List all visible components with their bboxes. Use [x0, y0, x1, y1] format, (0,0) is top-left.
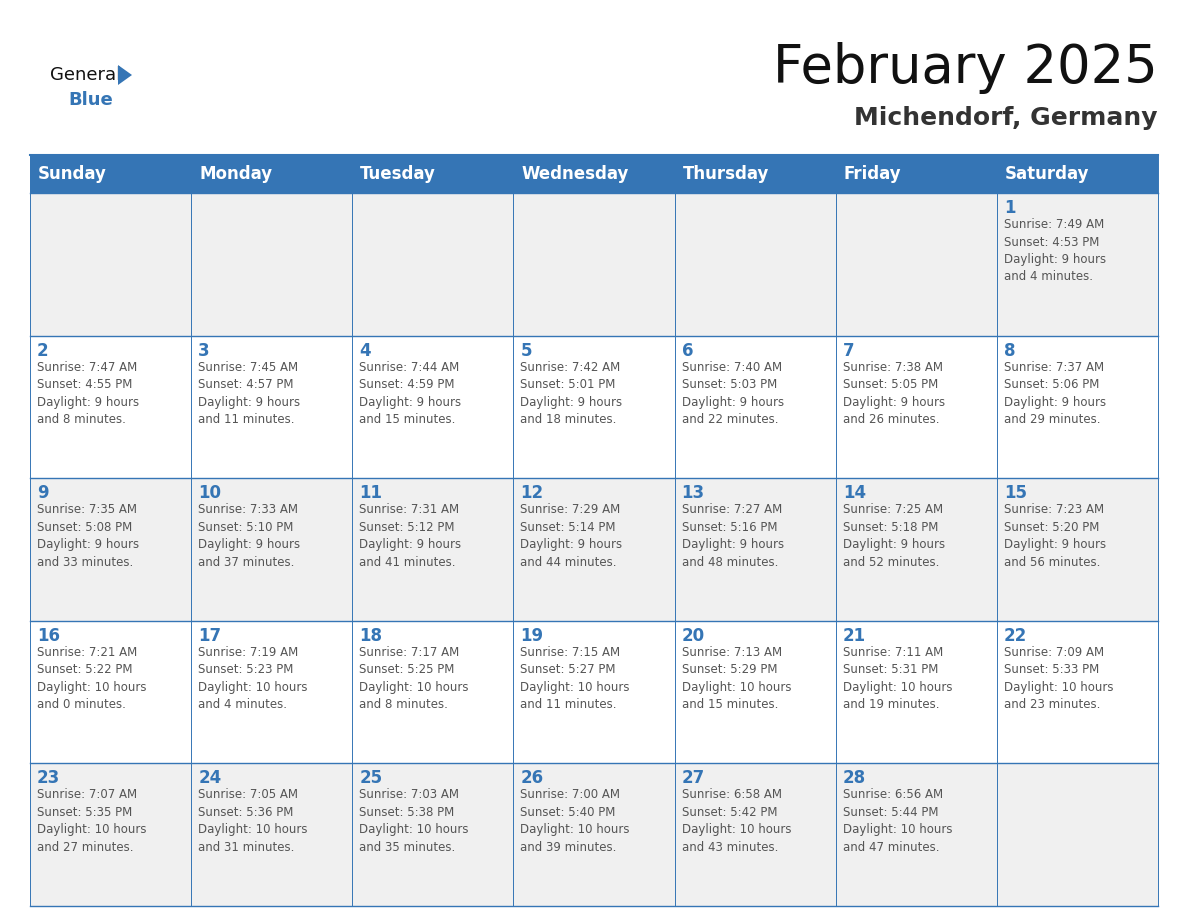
- Text: 19: 19: [520, 627, 544, 644]
- Bar: [30, 193, 1158, 336]
- Text: Sunrise: 7:31 AM
Sunset: 5:12 PM
Daylight: 9 hours
and 41 minutes.: Sunrise: 7:31 AM Sunset: 5:12 PM Dayligh…: [359, 503, 461, 568]
- Text: Saturday: Saturday: [1005, 165, 1089, 183]
- Bar: [30, 155, 1158, 193]
- Text: Sunday: Sunday: [38, 165, 107, 183]
- Text: General: General: [50, 66, 121, 84]
- Text: 7: 7: [842, 341, 854, 360]
- Text: Sunrise: 7:49 AM
Sunset: 4:53 PM
Daylight: 9 hours
and 4 minutes.: Sunrise: 7:49 AM Sunset: 4:53 PM Dayligh…: [1004, 218, 1106, 284]
- Text: Thursday: Thursday: [683, 165, 769, 183]
- Text: 10: 10: [198, 484, 221, 502]
- Text: 2: 2: [37, 341, 49, 360]
- Polygon shape: [118, 65, 132, 85]
- Text: Sunrise: 7:47 AM
Sunset: 4:55 PM
Daylight: 9 hours
and 8 minutes.: Sunrise: 7:47 AM Sunset: 4:55 PM Dayligh…: [37, 361, 139, 426]
- Text: 4: 4: [359, 341, 371, 360]
- Text: Sunrise: 7:35 AM
Sunset: 5:08 PM
Daylight: 9 hours
and 33 minutes.: Sunrise: 7:35 AM Sunset: 5:08 PM Dayligh…: [37, 503, 139, 568]
- Text: Sunrise: 7:19 AM
Sunset: 5:23 PM
Daylight: 10 hours
and 4 minutes.: Sunrise: 7:19 AM Sunset: 5:23 PM Dayligh…: [198, 645, 308, 711]
- Text: Sunrise: 6:58 AM
Sunset: 5:42 PM
Daylight: 10 hours
and 43 minutes.: Sunrise: 6:58 AM Sunset: 5:42 PM Dayligh…: [682, 789, 791, 854]
- Text: 16: 16: [37, 627, 61, 644]
- Text: Sunrise: 7:23 AM
Sunset: 5:20 PM
Daylight: 9 hours
and 56 minutes.: Sunrise: 7:23 AM Sunset: 5:20 PM Dayligh…: [1004, 503, 1106, 568]
- Text: Sunrise: 7:40 AM
Sunset: 5:03 PM
Daylight: 9 hours
and 22 minutes.: Sunrise: 7:40 AM Sunset: 5:03 PM Dayligh…: [682, 361, 784, 426]
- Text: Sunrise: 7:29 AM
Sunset: 5:14 PM
Daylight: 9 hours
and 44 minutes.: Sunrise: 7:29 AM Sunset: 5:14 PM Dayligh…: [520, 503, 623, 568]
- Text: Michendorf, Germany: Michendorf, Germany: [854, 106, 1158, 130]
- Text: Wednesday: Wednesday: [522, 165, 628, 183]
- Text: 28: 28: [842, 769, 866, 788]
- Text: 27: 27: [682, 769, 704, 788]
- Text: Sunrise: 7:44 AM
Sunset: 4:59 PM
Daylight: 9 hours
and 15 minutes.: Sunrise: 7:44 AM Sunset: 4:59 PM Dayligh…: [359, 361, 461, 426]
- Text: Sunrise: 7:05 AM
Sunset: 5:36 PM
Daylight: 10 hours
and 31 minutes.: Sunrise: 7:05 AM Sunset: 5:36 PM Dayligh…: [198, 789, 308, 854]
- Text: Blue: Blue: [68, 91, 113, 109]
- Bar: [30, 621, 1158, 764]
- Text: 25: 25: [359, 769, 383, 788]
- Text: 3: 3: [198, 341, 210, 360]
- Bar: [30, 478, 1158, 621]
- Text: Sunrise: 7:21 AM
Sunset: 5:22 PM
Daylight: 10 hours
and 0 minutes.: Sunrise: 7:21 AM Sunset: 5:22 PM Dayligh…: [37, 645, 146, 711]
- Text: Sunrise: 7:03 AM
Sunset: 5:38 PM
Daylight: 10 hours
and 35 minutes.: Sunrise: 7:03 AM Sunset: 5:38 PM Dayligh…: [359, 789, 469, 854]
- Bar: [30, 336, 1158, 478]
- Text: 13: 13: [682, 484, 704, 502]
- Text: Sunrise: 7:13 AM
Sunset: 5:29 PM
Daylight: 10 hours
and 15 minutes.: Sunrise: 7:13 AM Sunset: 5:29 PM Dayligh…: [682, 645, 791, 711]
- Text: 21: 21: [842, 627, 866, 644]
- Text: 26: 26: [520, 769, 544, 788]
- Text: 12: 12: [520, 484, 544, 502]
- Text: Tuesday: Tuesday: [360, 165, 436, 183]
- Text: 18: 18: [359, 627, 383, 644]
- Text: Sunrise: 7:09 AM
Sunset: 5:33 PM
Daylight: 10 hours
and 23 minutes.: Sunrise: 7:09 AM Sunset: 5:33 PM Dayligh…: [1004, 645, 1113, 711]
- Text: 5: 5: [520, 341, 532, 360]
- Text: 1: 1: [1004, 199, 1016, 217]
- Text: Sunrise: 7:45 AM
Sunset: 4:57 PM
Daylight: 9 hours
and 11 minutes.: Sunrise: 7:45 AM Sunset: 4:57 PM Dayligh…: [198, 361, 301, 426]
- Text: Sunrise: 7:38 AM
Sunset: 5:05 PM
Daylight: 9 hours
and 26 minutes.: Sunrise: 7:38 AM Sunset: 5:05 PM Dayligh…: [842, 361, 944, 426]
- Text: Sunrise: 7:17 AM
Sunset: 5:25 PM
Daylight: 10 hours
and 8 minutes.: Sunrise: 7:17 AM Sunset: 5:25 PM Dayligh…: [359, 645, 469, 711]
- Text: Sunrise: 7:00 AM
Sunset: 5:40 PM
Daylight: 10 hours
and 39 minutes.: Sunrise: 7:00 AM Sunset: 5:40 PM Dayligh…: [520, 789, 630, 854]
- Text: 23: 23: [37, 769, 61, 788]
- Text: Sunrise: 7:37 AM
Sunset: 5:06 PM
Daylight: 9 hours
and 29 minutes.: Sunrise: 7:37 AM Sunset: 5:06 PM Dayligh…: [1004, 361, 1106, 426]
- Text: 8: 8: [1004, 341, 1016, 360]
- Text: 11: 11: [359, 484, 383, 502]
- Text: Sunrise: 7:11 AM
Sunset: 5:31 PM
Daylight: 10 hours
and 19 minutes.: Sunrise: 7:11 AM Sunset: 5:31 PM Dayligh…: [842, 645, 953, 711]
- Text: Monday: Monday: [200, 165, 272, 183]
- Text: 17: 17: [198, 627, 221, 644]
- Text: Sunrise: 7:27 AM
Sunset: 5:16 PM
Daylight: 9 hours
and 48 minutes.: Sunrise: 7:27 AM Sunset: 5:16 PM Dayligh…: [682, 503, 784, 568]
- Text: 22: 22: [1004, 627, 1028, 644]
- Text: 24: 24: [198, 769, 221, 788]
- Text: 14: 14: [842, 484, 866, 502]
- Text: February 2025: February 2025: [773, 42, 1158, 94]
- Text: 20: 20: [682, 627, 704, 644]
- Text: Sunrise: 7:15 AM
Sunset: 5:27 PM
Daylight: 10 hours
and 11 minutes.: Sunrise: 7:15 AM Sunset: 5:27 PM Dayligh…: [520, 645, 630, 711]
- Text: Sunrise: 6:56 AM
Sunset: 5:44 PM
Daylight: 10 hours
and 47 minutes.: Sunrise: 6:56 AM Sunset: 5:44 PM Dayligh…: [842, 789, 953, 854]
- Text: Sunrise: 7:07 AM
Sunset: 5:35 PM
Daylight: 10 hours
and 27 minutes.: Sunrise: 7:07 AM Sunset: 5:35 PM Dayligh…: [37, 789, 146, 854]
- Text: Friday: Friday: [843, 165, 902, 183]
- Text: 15: 15: [1004, 484, 1026, 502]
- Text: Sunrise: 7:33 AM
Sunset: 5:10 PM
Daylight: 9 hours
and 37 minutes.: Sunrise: 7:33 AM Sunset: 5:10 PM Dayligh…: [198, 503, 301, 568]
- Text: Sunrise: 7:42 AM
Sunset: 5:01 PM
Daylight: 9 hours
and 18 minutes.: Sunrise: 7:42 AM Sunset: 5:01 PM Dayligh…: [520, 361, 623, 426]
- Text: Sunrise: 7:25 AM
Sunset: 5:18 PM
Daylight: 9 hours
and 52 minutes.: Sunrise: 7:25 AM Sunset: 5:18 PM Dayligh…: [842, 503, 944, 568]
- Bar: [30, 764, 1158, 906]
- Text: 9: 9: [37, 484, 49, 502]
- Text: 6: 6: [682, 341, 693, 360]
